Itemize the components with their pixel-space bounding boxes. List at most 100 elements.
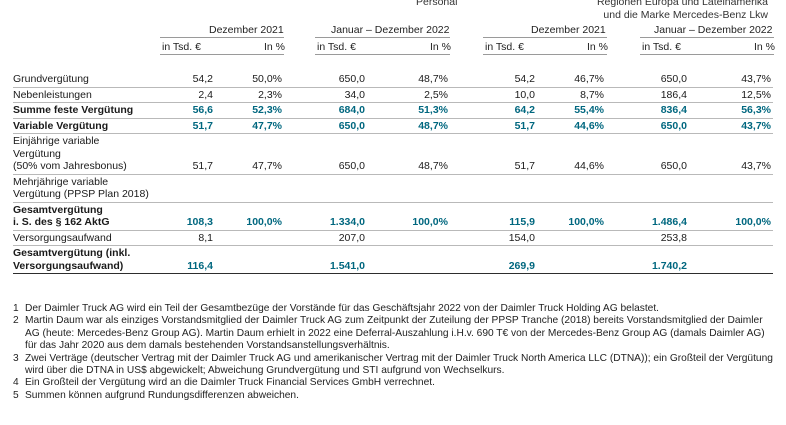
percent-cell: 100,0% <box>215 201 284 231</box>
value-cell: 1.541,0 <box>284 245 367 274</box>
footnote-text: Zwei Verträge (deutscher Vertrag mit der… <box>25 352 773 377</box>
value-cell: 650,0 <box>284 72 367 88</box>
value-cell: 51,7 <box>160 118 215 134</box>
footnote: 4 Ein Großteil der Vergütung wird an die … <box>13 377 775 389</box>
row-label-line: Variable Vergütung <box>13 119 109 132</box>
percent-cell <box>215 245 284 274</box>
row-label-line: i. S. des § 162 AktG <box>13 216 110 228</box>
caption-line: und die Marke Mercedes-Benz Lkw <box>603 9 768 21</box>
value-cell: 154,0 <box>450 230 537 246</box>
value-cell: 51,7 <box>160 133 215 175</box>
table-row: Grundvergütung 54,2 50,0% 650,0 48,7% 54,2 46,… <box>13 72 773 88</box>
unit-header: in Tsd. € <box>162 41 201 53</box>
value-cell: 650,0 <box>606 72 689 88</box>
header-divider <box>483 54 607 55</box>
percent-cell: 100,0% <box>689 201 773 231</box>
percent-cell: 2,3% <box>215 87 284 103</box>
percent-cell: 43,7% <box>689 118 773 134</box>
percent-cell: 47,7% <box>215 133 284 175</box>
row-label-line: (50% vom Jahresbonus) <box>13 160 127 172</box>
unit-header: in Tsd. € <box>317 41 356 53</box>
row-label-line: Vergütung <box>13 147 61 160</box>
percent-cell: 52,3% <box>215 102 284 119</box>
row-label-line: Versorgungsaufwand <box>13 231 112 244</box>
value-cell: 34,0 <box>284 87 367 103</box>
header-divider <box>640 37 774 38</box>
percent-cell <box>537 245 606 274</box>
table-row: Gesamtvergütung i. S. des § 162 AktG 108,3… <box>13 201 773 231</box>
header-divider <box>483 37 607 38</box>
row-label-line: Nebenleistungen <box>13 88 92 101</box>
percent-cell: 100,0% <box>537 201 606 231</box>
unit-header: in Tsd. € <box>485 41 524 53</box>
value-cell: 650,0 <box>284 118 367 134</box>
value-cell: 253,8 <box>606 230 689 246</box>
footnote-text: Der Daimler Truck AG wird ein Teil der G… <box>25 303 659 314</box>
percent-cell: 2,5% <box>367 87 450 103</box>
percent-cell: 48,7% <box>367 133 450 175</box>
value-cell: 1.334,0 <box>284 201 367 231</box>
compensation-table: Grundvergütung 54,2 50,0% 650,0 48,7% 54,2 46,… <box>13 72 773 274</box>
percent-cell <box>537 230 606 246</box>
value-cell <box>606 174 689 203</box>
value-cell: 207,0 <box>284 230 367 246</box>
value-cell: 51,7 <box>450 118 537 134</box>
section-caption: Regionen Europa und Lateinamerika und di… <box>597 0 768 22</box>
footnote-number: 3 <box>13 352 19 364</box>
row-label-line: Summe feste Vergütung <box>13 104 134 116</box>
row-label: Gesamtvergütung i. S. des § 162 AktG <box>13 201 160 231</box>
row-label: Gesamtvergütung (inkl. Versorgungsaufwand… <box>13 245 160 274</box>
row-label-line: Mehrjährige variable <box>13 175 109 188</box>
value-cell: 186,4 <box>606 87 689 103</box>
unit-header: In % <box>430 41 452 53</box>
period-header: Dezember 2021 <box>531 24 606 36</box>
caption-line: Regionen Europa und Lateinamerika <box>596 0 768 8</box>
footnote-text: Ein Großteil der Vergütung wird an die D… <box>25 377 435 389</box>
value-cell: 56,6 <box>160 102 215 119</box>
percent-cell: 50,0% <box>215 72 284 88</box>
cut-off-header-text: Personal <box>416 0 458 8</box>
percent-cell: 44,6% <box>537 133 606 175</box>
value-cell: 650,0 <box>606 133 689 175</box>
table-row: Gesamtvergütung (inkl. Versorgungsaufwand… <box>13 245 773 274</box>
percent-cell: 46,7% <box>537 72 606 88</box>
period-header: Dezember 2021 <box>209 24 284 36</box>
value-cell: 650,0 <box>606 118 689 134</box>
value-cell: 2,4 <box>160 87 215 103</box>
footnote-text: Martin Daum war als einziges Vorstandsmi… <box>25 315 765 352</box>
unit-header: In % <box>587 41 609 53</box>
percent-cell <box>689 174 773 203</box>
table-row: Einjährige variable Vergütung (50% vom Jah… <box>13 133 773 175</box>
percent-cell: 51,3% <box>367 102 450 119</box>
row-label-line: Einjährige variable <box>13 135 100 147</box>
percent-cell <box>215 230 284 246</box>
percent-cell <box>367 174 450 203</box>
footnote: 1 Der Daimler Truck AG wird ein Teil der … <box>13 303 775 315</box>
percent-cell: 48,7% <box>367 118 450 134</box>
row-label-line: Vergütung (PPSP Plan 2018) <box>13 188 149 200</box>
row-label-line: Gesamtvergütung (inkl. <box>13 247 131 259</box>
value-cell: 108,3 <box>160 201 215 231</box>
percent-cell <box>689 245 773 274</box>
footnote: 2 Martin Daum war als einziges Vorstandsm… <box>13 315 775 352</box>
percent-cell: 55,4% <box>537 102 606 119</box>
row-label: Einjährige variable Vergütung (50% vom Jah… <box>13 133 160 175</box>
value-cell: 684,0 <box>284 102 367 119</box>
value-cell: 650,0 <box>284 133 367 175</box>
value-cell <box>450 174 537 203</box>
value-cell: 1.740,2 <box>606 245 689 274</box>
percent-cell: 56,3% <box>689 102 773 119</box>
footnotes: 1 Der Daimler Truck AG wird ein Teil der … <box>13 303 775 402</box>
percent-cell: 48,7% <box>367 72 450 88</box>
value-cell: 8,1 <box>160 230 215 246</box>
period-header: Januar – Dezember 2022 <box>654 24 773 36</box>
row-label-line: Versorgungsaufwand) <box>13 259 124 272</box>
header-divider <box>315 37 450 38</box>
table-row: Nebenleistungen 2,4 2,3% 34,0 2,5% 10,0 8,7% 18… <box>13 87 773 103</box>
percent-cell: 43,7% <box>689 133 773 175</box>
row-label: Summe feste Vergütung <box>13 102 160 119</box>
period-header: Januar – Dezember 2022 <box>331 24 450 36</box>
value-cell <box>284 174 367 203</box>
value-cell: 836,4 <box>606 102 689 119</box>
